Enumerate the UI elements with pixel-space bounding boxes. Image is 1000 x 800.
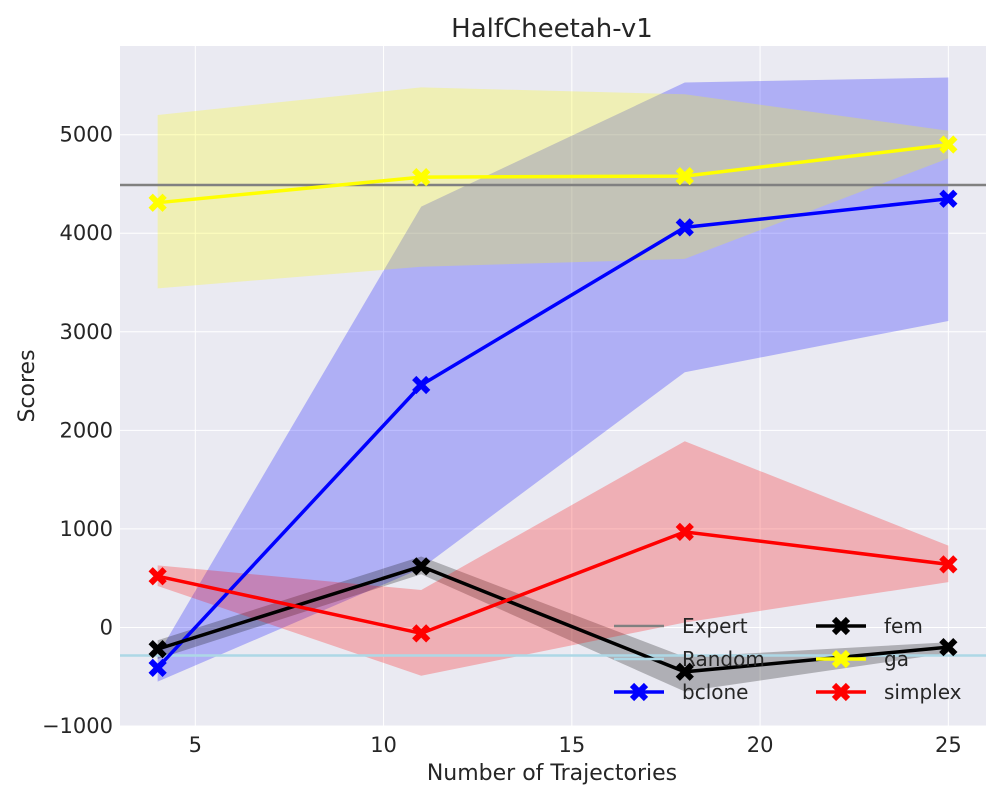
data-point-ga [675, 166, 694, 186]
confidence-band-bclone [157, 77, 949, 682]
plot-area [120, 46, 986, 726]
legend-label-simplex: simplex [884, 680, 962, 704]
data-point-bclone [675, 218, 694, 237]
grid [120, 46, 986, 727]
legend-label-ga: ga [884, 647, 909, 671]
legend-marker-bclone [629, 682, 649, 702]
legend-label-bclone: bclone [682, 680, 748, 704]
confidence-band-simplex [157, 441, 949, 676]
data-point-fem [148, 640, 167, 659]
series-line-ga [157, 142, 949, 205]
data-point-ga [148, 193, 167, 212]
x-tick-label: 10 [370, 733, 397, 757]
series-line-simplex [157, 530, 949, 636]
legend-label-expert: Expert [682, 614, 748, 638]
y-tick-label: −1000 [42, 714, 113, 738]
legend: Expert Random bclone fem ga simplex [614, 614, 962, 704]
x-tick-labels: 5 10 15 20 25 [189, 733, 962, 757]
data-point-simplex [675, 522, 694, 541]
data-point-ga [939, 135, 958, 154]
data-point-fem [675, 662, 694, 681]
data-point-bclone [148, 658, 167, 677]
data-point-fem [939, 638, 958, 657]
y-axis-label: Scores [15, 349, 40, 422]
data-point-bclone [412, 375, 431, 395]
legend-marker-simplex [831, 682, 851, 702]
data-point-ga [412, 167, 431, 187]
x-tick-label: 25 [935, 733, 962, 757]
confidence-bands [157, 77, 949, 692]
series-line-bclone [156, 197, 949, 670]
y-tick-label: 0 [100, 615, 113, 639]
confidence-band-ga [157, 87, 949, 289]
x-axis-label: Number of Trajectories [427, 761, 677, 786]
data-point-simplex [939, 555, 958, 574]
y-tick-label: 3000 [60, 320, 113, 344]
x-tick-label: 15 [558, 733, 585, 757]
legend-marker-ga [831, 649, 851, 669]
series-lines [148, 135, 958, 681]
data-point-simplex [412, 624, 431, 643]
y-tick-label: 4000 [60, 221, 113, 245]
y-tick-label: 1000 [60, 517, 113, 541]
data-point-bclone [939, 189, 958, 208]
y-tick-labels: −1000 0 1000 2000 3000 4000 5000 [42, 123, 113, 738]
y-tick-label: 2000 [60, 418, 113, 442]
legend-label-random: Random [682, 647, 765, 671]
x-tick-label: 5 [189, 733, 202, 757]
data-point-simplex [148, 567, 167, 586]
legend-label-fem: fem [884, 614, 923, 638]
chart-title: HalfCheetah-v1 [451, 14, 653, 44]
data-point-fem [412, 557, 431, 576]
legend-marker-fem [831, 616, 851, 636]
confidence-band-fem [157, 556, 949, 692]
y-tick-label: 5000 [60, 123, 113, 147]
x-tick-label: 20 [747, 733, 774, 757]
